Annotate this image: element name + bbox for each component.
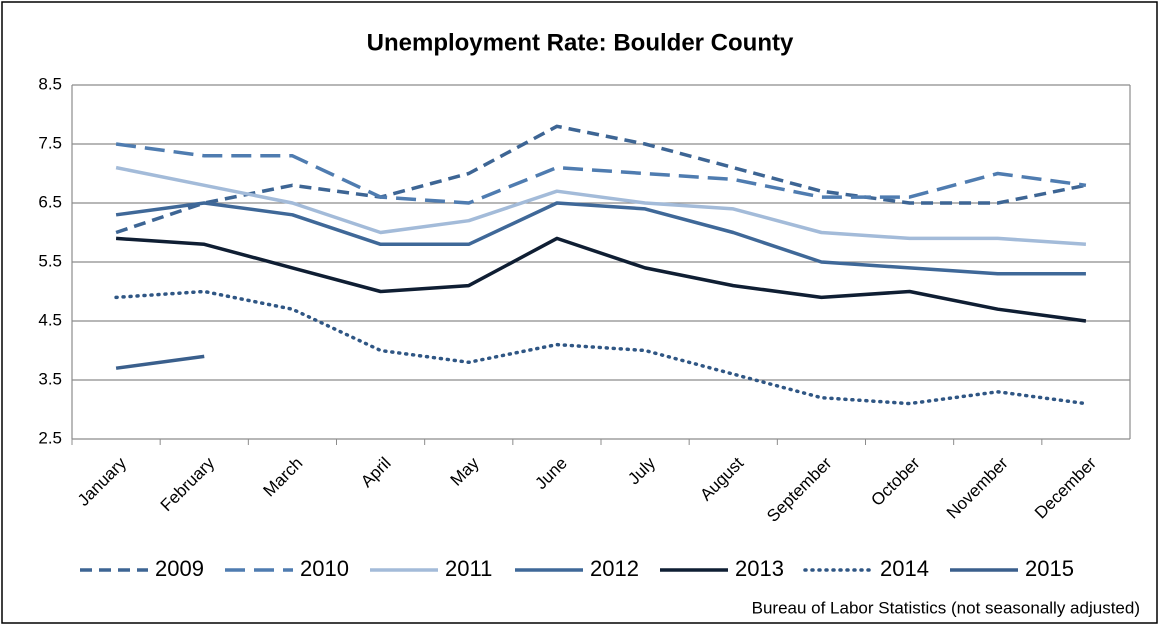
series-line	[115, 236, 1087, 323]
chart-title: Unemployment Rate: Boulder County	[367, 29, 794, 56]
legend-label: 2014	[880, 556, 929, 581]
y-tick-label: 5.5	[38, 251, 62, 270]
y-tick-label: 3.5	[38, 369, 62, 388]
legend-label: 2012	[590, 556, 639, 581]
legend-label: 2010	[300, 556, 349, 581]
y-tick-label: 4.5	[38, 310, 62, 329]
series-line	[115, 142, 1087, 205]
series-line	[115, 165, 1087, 247]
series-line	[115, 201, 1086, 276]
series-line	[114, 289, 1088, 406]
y-tick-label: 6.5	[38, 192, 62, 211]
y-tick-label: 2.5	[38, 428, 62, 447]
legend-label: 2011	[445, 556, 492, 581]
legend-label: 2013	[735, 556, 784, 581]
y-tick-label: 8.5	[38, 74, 62, 93]
series-line	[115, 124, 1087, 235]
y-tick-label: 7.5	[38, 133, 62, 152]
source-note: Bureau of Labor Statistics (not seasonal…	[752, 598, 1140, 617]
series-line	[115, 354, 205, 370]
legend-label: 2015	[1025, 556, 1074, 581]
legend-label: 2009	[155, 556, 204, 581]
